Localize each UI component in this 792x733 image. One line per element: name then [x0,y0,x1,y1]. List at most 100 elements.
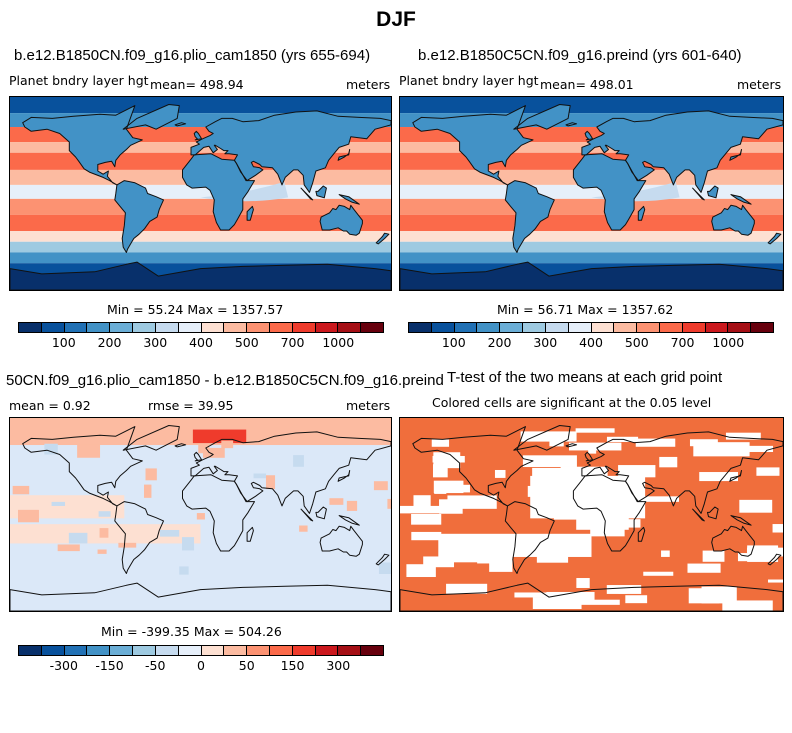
coastline [637,205,646,221]
insignificant-region [635,438,676,447]
insignificant-region [446,484,458,491]
insignificant-region [722,600,773,611]
anomaly-patch [373,481,388,491]
anomaly-patch [98,511,111,517]
anomaly-patch [118,542,137,548]
colorbar-tick-label: 500 [624,335,649,350]
coastline [300,187,314,201]
land-fill [513,104,571,130]
colorbar-tick-label: 1000 [712,335,745,350]
colorbar-tick-label: 0 [197,658,205,673]
panel1-variable-label: Planet bndry layer hgt [9,73,149,88]
coastline [711,204,755,236]
coastline [174,443,187,448]
insignificant-region [434,488,447,494]
coastline [572,153,647,231]
coastline [10,582,391,611]
insignificant-region [411,531,442,541]
coastline [565,122,578,127]
insignificant-region [588,443,597,454]
blh-band [10,214,391,232]
panel2-units-label: meters [737,77,782,92]
coastline [412,426,534,507]
coastline [182,153,255,231]
insignificant-region [618,465,656,478]
coastline [584,451,594,462]
insignificant-region [725,432,761,440]
coastline [375,553,390,566]
land-fill [338,149,350,161]
insignificant-region [536,556,569,563]
insignificant-region [618,586,628,594]
coastline [767,232,782,245]
panel2-variable-label: Planet bndry layer hgt [399,73,539,88]
land-fill [123,104,180,130]
insignificant-region [746,547,783,557]
panel2-colorbar [408,322,774,333]
blh-band [10,252,391,264]
colorbar-tick-label: -50 [145,658,166,673]
coastline [584,130,594,141]
panel3-units-label: meters [346,398,391,413]
coastline [190,110,391,193]
coastline [114,501,164,574]
blh-band [400,231,783,242]
coastline [193,130,203,141]
coastline [504,501,555,574]
anomaly-patch [143,484,152,498]
land-fill [182,153,255,230]
insignificant-region [737,553,749,562]
panel3-title: 50CN.f09_g16.plio_cam1850 - b.e12.B1850C… [6,372,444,389]
colorbar-tick-label: 300 [143,335,168,350]
insignificant-region [699,472,739,482]
insignificant-region [576,578,590,588]
colorbar-tick-label: -150 [95,658,124,673]
insignificant-region [406,564,436,578]
coastline [730,194,752,205]
insignificant-region [659,456,678,468]
panel1-units-label: meters [346,77,391,92]
insignificant-region [744,445,774,452]
land-fill [320,205,363,236]
insignificant-region [549,433,564,447]
coastline [692,508,705,522]
insignificant-region [494,469,506,478]
coastline [300,508,314,522]
colorbar-tick-label: 700 [280,335,305,350]
land-fill [573,153,646,230]
panel3-mean-label: mean = 0.92 [9,398,91,413]
colorbar-tick-label: 300 [533,335,558,350]
anomaly-patch [346,500,358,511]
insignificant-region [687,563,721,573]
colorbar-tick-label: 300 [326,658,351,673]
insignificant-region [702,550,725,562]
panel3-map [9,417,392,612]
colorbar-tick-label: 200 [487,335,512,350]
coastline [193,451,203,462]
anomaly-patch [253,473,266,479]
insignificant-region [532,467,577,478]
anomaly-patch [145,468,157,481]
coastline [315,506,327,520]
coastline [338,194,360,205]
coastline [246,205,254,221]
colorbar-tick-label: 100 [441,335,466,350]
panel1-colorbar [18,322,384,333]
coastline [122,104,180,130]
blh-band [10,241,391,253]
insignificant-region [532,597,582,610]
land-fill [400,262,783,290]
colorbar-tick-label: 400 [189,335,213,350]
panel3-colorbar [18,645,384,656]
insignificant-region [756,467,780,476]
anomaly-patch [159,529,180,537]
anomaly-patch [57,544,80,552]
insignificant-region [693,442,750,457]
coastline [174,122,187,127]
blh-band [10,231,391,242]
land-fill [114,180,164,253]
blh-band [400,198,783,215]
coastline [22,426,143,507]
blh-band [400,214,783,232]
anomaly-patch [12,485,30,495]
